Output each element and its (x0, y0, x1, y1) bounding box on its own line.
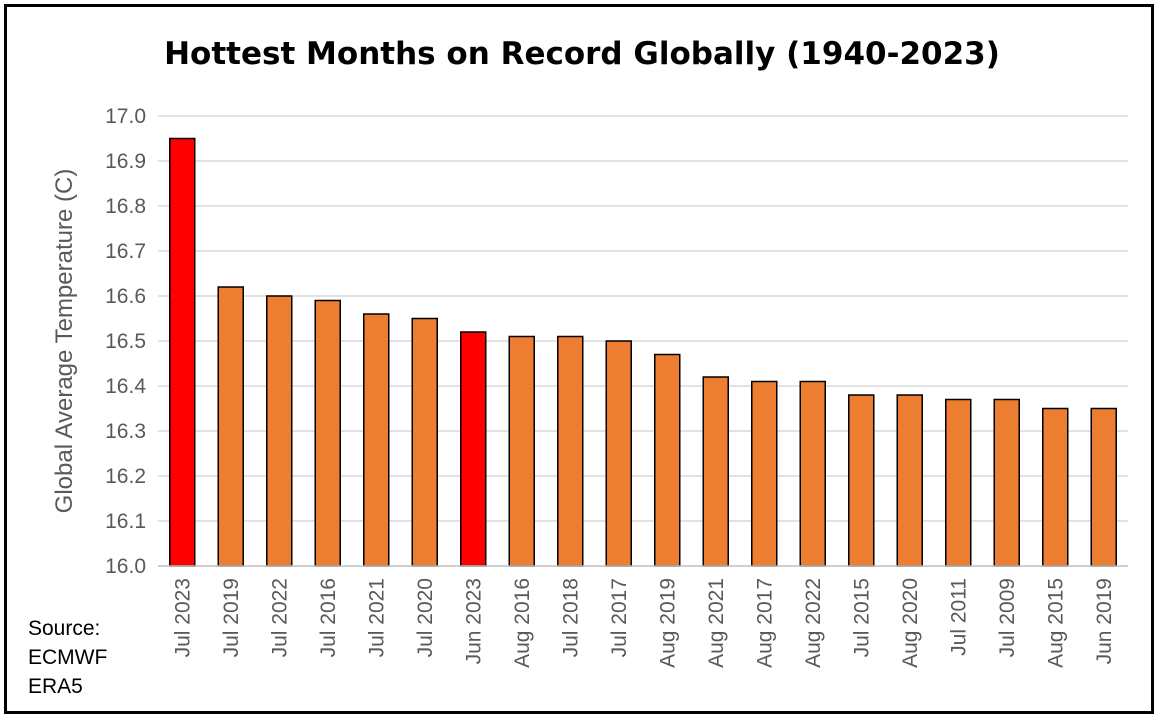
bar-aug-2016 (508, 335, 535, 567)
y-tick-label: 16.8 (105, 195, 146, 218)
bars (169, 137, 1117, 567)
y-tick-label: 17.0 (105, 105, 146, 128)
bar-jul-2021 (363, 313, 390, 567)
y-tick-label: 16.4 (105, 375, 146, 398)
x-tick-label: Jul 2021 (365, 578, 388, 657)
bar-jul-2020 (411, 317, 438, 567)
chart-title: Hottest Months on Record Globally (1940-… (164, 36, 1000, 72)
y-tick-label: 16.0 (105, 555, 146, 578)
bar-jul-2011 (945, 398, 972, 567)
x-tick-label: Jul 2018 (559, 578, 582, 657)
y-tick-label: 16.3 (105, 420, 146, 443)
x-tick-label: Aug 2019 (656, 578, 679, 668)
bar-aug-2019 (654, 353, 681, 567)
x-tick-label: Jul 2015 (850, 578, 873, 657)
bar-jul-2018 (557, 335, 584, 567)
x-tick-label: Jul 2020 (414, 578, 437, 657)
bar-jul-2017 (605, 340, 632, 567)
x-tick-label: Aug 2022 (802, 578, 825, 668)
gridlines (158, 115, 1128, 522)
x-tick-label: Aug 2015 (1044, 578, 1067, 668)
bar-jul-2019 (217, 286, 244, 567)
x-tick-label: Jul 2011 (947, 578, 970, 656)
x-tick-label: Aug 2016 (511, 578, 534, 668)
bar-aug-2022 (799, 380, 826, 567)
source-note: Source: ECMWF ERA5 (28, 614, 107, 701)
bar-aug-2020 (896, 394, 923, 567)
y-axis-label: Global Average Temperature (C) (51, 169, 78, 514)
y-tick-label: 16.2 (105, 465, 146, 488)
x-tick-label: Jul 2017 (608, 578, 631, 657)
y-tick-label: 16.1 (105, 510, 146, 533)
x-axis-ticks: Jul 2023 Jul 2019 Jul 2022 Jul 2016 Jul 2021… (171, 578, 1116, 668)
bar-jun-2019 (1090, 407, 1117, 567)
bar-jul-2009 (993, 398, 1020, 567)
x-tick-label: Jun 2019 (1093, 578, 1116, 664)
bar-aug-2021 (702, 376, 729, 567)
x-tick-label: Aug 2021 (705, 578, 728, 668)
x-tick-label: Jul 2023 (171, 578, 194, 657)
x-tick-label: Aug 2020 (899, 578, 922, 668)
source-dataset: ERA5 (28, 675, 83, 698)
x-tick-label: Jul 2009 (996, 578, 1019, 657)
y-tick-label: 16.6 (105, 285, 146, 308)
bar-jul-2015 (848, 394, 875, 567)
bar-jul-2022 (266, 295, 293, 567)
bar-jun-2023 (460, 331, 487, 567)
x-tick-label: Aug 2017 (753, 578, 776, 668)
bar-aug-2017 (751, 380, 778, 567)
x-tick-label: Jul 2022 (268, 578, 291, 657)
y-tick-label: 16.9 (105, 150, 146, 173)
x-tick-label: Jun 2023 (462, 578, 485, 664)
bar-jul-2023 (169, 137, 196, 567)
x-tick-label: Jul 2019 (220, 578, 243, 657)
source-org: ECMWF (28, 646, 108, 669)
bar-jul-2016 (314, 299, 341, 567)
y-tick-label: 16.5 (105, 330, 146, 353)
source-label: Source: (28, 617, 101, 640)
x-tick-label: Jul 2016 (317, 578, 340, 657)
y-axis-ticks: 16.0 16.1 16.2 16.3 16.4 16.5 16.6 16.7 16.8 16.9… (105, 105, 146, 578)
bar-aug-2015 (1042, 407, 1069, 567)
y-tick-label: 16.7 (105, 240, 146, 263)
